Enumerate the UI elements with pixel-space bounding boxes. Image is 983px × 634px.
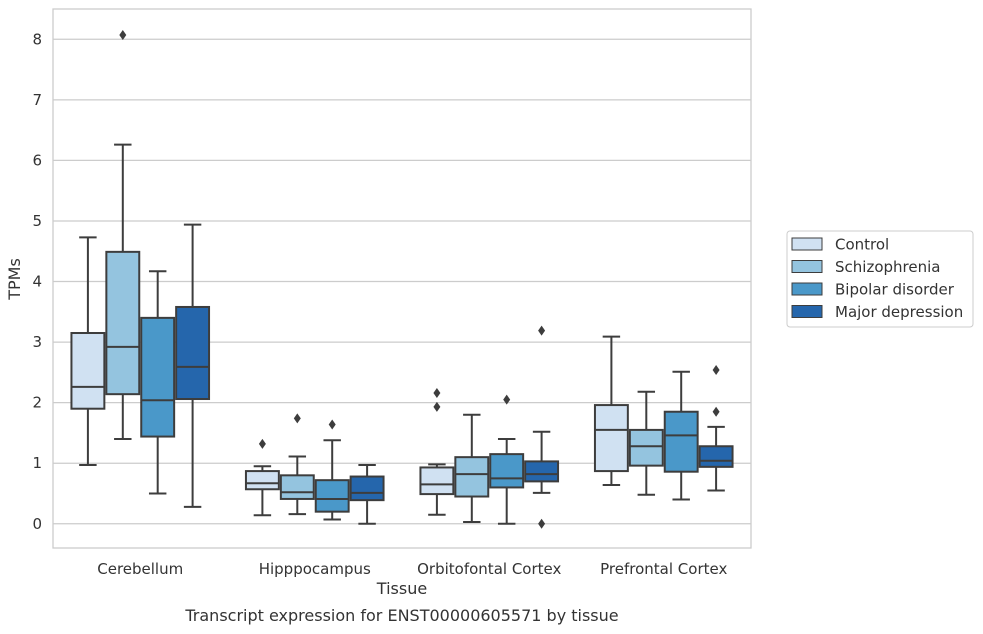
box-body	[524, 460, 560, 483]
x-tick-label: Prefrontal Cortex	[600, 560, 727, 578]
box-body	[105, 250, 141, 396]
outlier-point	[119, 30, 127, 41]
x-axis-label: Tissue	[376, 579, 427, 598]
box-control	[70, 236, 106, 467]
box-body	[70, 332, 106, 410]
legend-swatch	[791, 282, 823, 296]
legend: Control Schizophrenia Bipolar disorder Majo…	[786, 230, 974, 328]
y-tick-label: 0	[32, 515, 42, 533]
box-bipolar-disorder	[489, 394, 525, 525]
legend-label: Major depression	[835, 303, 963, 321]
y-tick-label: 7	[32, 91, 42, 109]
legend-label: Bipolar disorder	[835, 281, 955, 299]
outlier-point	[433, 401, 441, 412]
chart-caption: Transcript expression for ENST0000060557…	[184, 606, 618, 625]
x-tick-label: Orbitofontal Cortex	[417, 560, 561, 578]
y-tick-label: 4	[32, 273, 42, 291]
outlier-point	[293, 413, 301, 424]
box-body	[593, 404, 629, 473]
y-tick-labels: 0 1 2 3 4 5 6 7 8	[32, 30, 42, 532]
outlier-point	[328, 419, 336, 430]
box-schizophrenia	[628, 390, 664, 496]
y-tick-label: 6	[32, 151, 42, 169]
boxes	[70, 30, 734, 529]
x-tick-label: Hipppocampus	[259, 560, 371, 578]
box-body	[698, 445, 734, 468]
legend-swatch	[791, 305, 823, 318]
y-tick-label: 2	[32, 394, 42, 412]
outlier-point	[712, 364, 720, 375]
outlier-point	[538, 518, 546, 529]
y-tick-label: 3	[32, 333, 42, 351]
legend-swatch	[791, 237, 823, 251]
box-body	[279, 474, 315, 500]
box-body	[489, 453, 525, 489]
legend-label: Control	[835, 236, 889, 254]
box-bipolar-disorder	[140, 270, 176, 495]
box-body	[349, 475, 385, 502]
outlier-point	[433, 387, 441, 398]
box-body	[419, 466, 455, 496]
box-schizophrenia	[279, 413, 315, 516]
legend-swatch	[791, 260, 823, 273]
outlier-point	[503, 394, 511, 405]
box-schizophrenia	[105, 30, 141, 440]
outlier-point	[538, 325, 546, 336]
x-tick-labels: Cerebellum Hipppocampus Orbitofontal Corte…	[97, 560, 727, 578]
box-major-depression	[349, 464, 385, 525]
box-major-depression	[698, 364, 734, 492]
box-body	[314, 479, 350, 513]
y-tick-label: 5	[32, 212, 42, 230]
outlier-point	[258, 438, 266, 449]
box-schizophrenia	[454, 413, 490, 523]
outlier-point	[712, 406, 720, 417]
gridlines	[53, 38, 751, 525]
box-body	[244, 470, 280, 491]
box-body	[454, 456, 490, 498]
y-tick-label: 8	[32, 30, 42, 48]
box-body	[628, 428, 664, 467]
legend-frame	[786, 230, 974, 328]
box-body	[663, 410, 699, 473]
legend-label: Schizophrenia	[835, 258, 940, 276]
box-control	[244, 438, 280, 517]
box-body	[175, 305, 211, 401]
box-bipolar-disorder	[663, 370, 699, 501]
y-tick-label: 1	[32, 454, 42, 472]
x-tick-label: Cerebellum	[97, 560, 183, 578]
box-body	[140, 316, 176, 438]
box-major-depression	[524, 325, 560, 529]
y-axis-label: TPMs	[5, 258, 24, 301]
box-major-depression	[175, 223, 211, 508]
box-control	[419, 387, 455, 516]
box-bipolar-disorder	[314, 419, 350, 521]
box-control	[593, 335, 629, 487]
